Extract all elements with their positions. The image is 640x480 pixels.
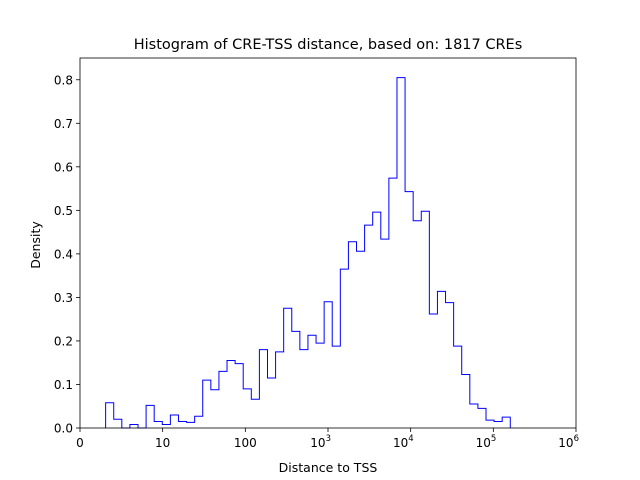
plot-frame: [79, 57, 577, 429]
y-axis-label: Density: [28, 221, 43, 269]
y-tick-label: 0.7: [54, 117, 73, 131]
x-axis-label: Distance to TSS: [279, 460, 378, 475]
y-tick-label: 0.5: [54, 204, 73, 218]
y-tick-label: 0.4: [54, 247, 73, 261]
y-tick-label: 0.3: [54, 291, 73, 305]
y-tick-label: 0.1: [54, 378, 73, 392]
histogram-outline: [105, 77, 511, 429]
chart-title: Histogram of CRE-TSS distance, based on:…: [134, 37, 523, 53]
x-tick-label: 100: [234, 436, 257, 450]
x-tick-label: 0: [76, 436, 84, 450]
plot-area: 0 10 100 103 104 105 106 0.0 0.1 0.2 0.3 0.4 0.5 0.6 0…: [54, 57, 579, 450]
x-tick-label: 103: [310, 434, 331, 450]
x-tick-label: 106: [558, 434, 579, 450]
x-tick-label: 104: [393, 434, 414, 450]
x-tick-label: 10: [155, 436, 170, 450]
y-tick-label: 0.8: [54, 73, 73, 87]
x-tick-label: 105: [476, 434, 497, 450]
y-tick-label: 0.0: [54, 422, 73, 436]
y-tick-label: 0.6: [54, 160, 73, 174]
y-tick-label: 0.2: [54, 334, 73, 348]
